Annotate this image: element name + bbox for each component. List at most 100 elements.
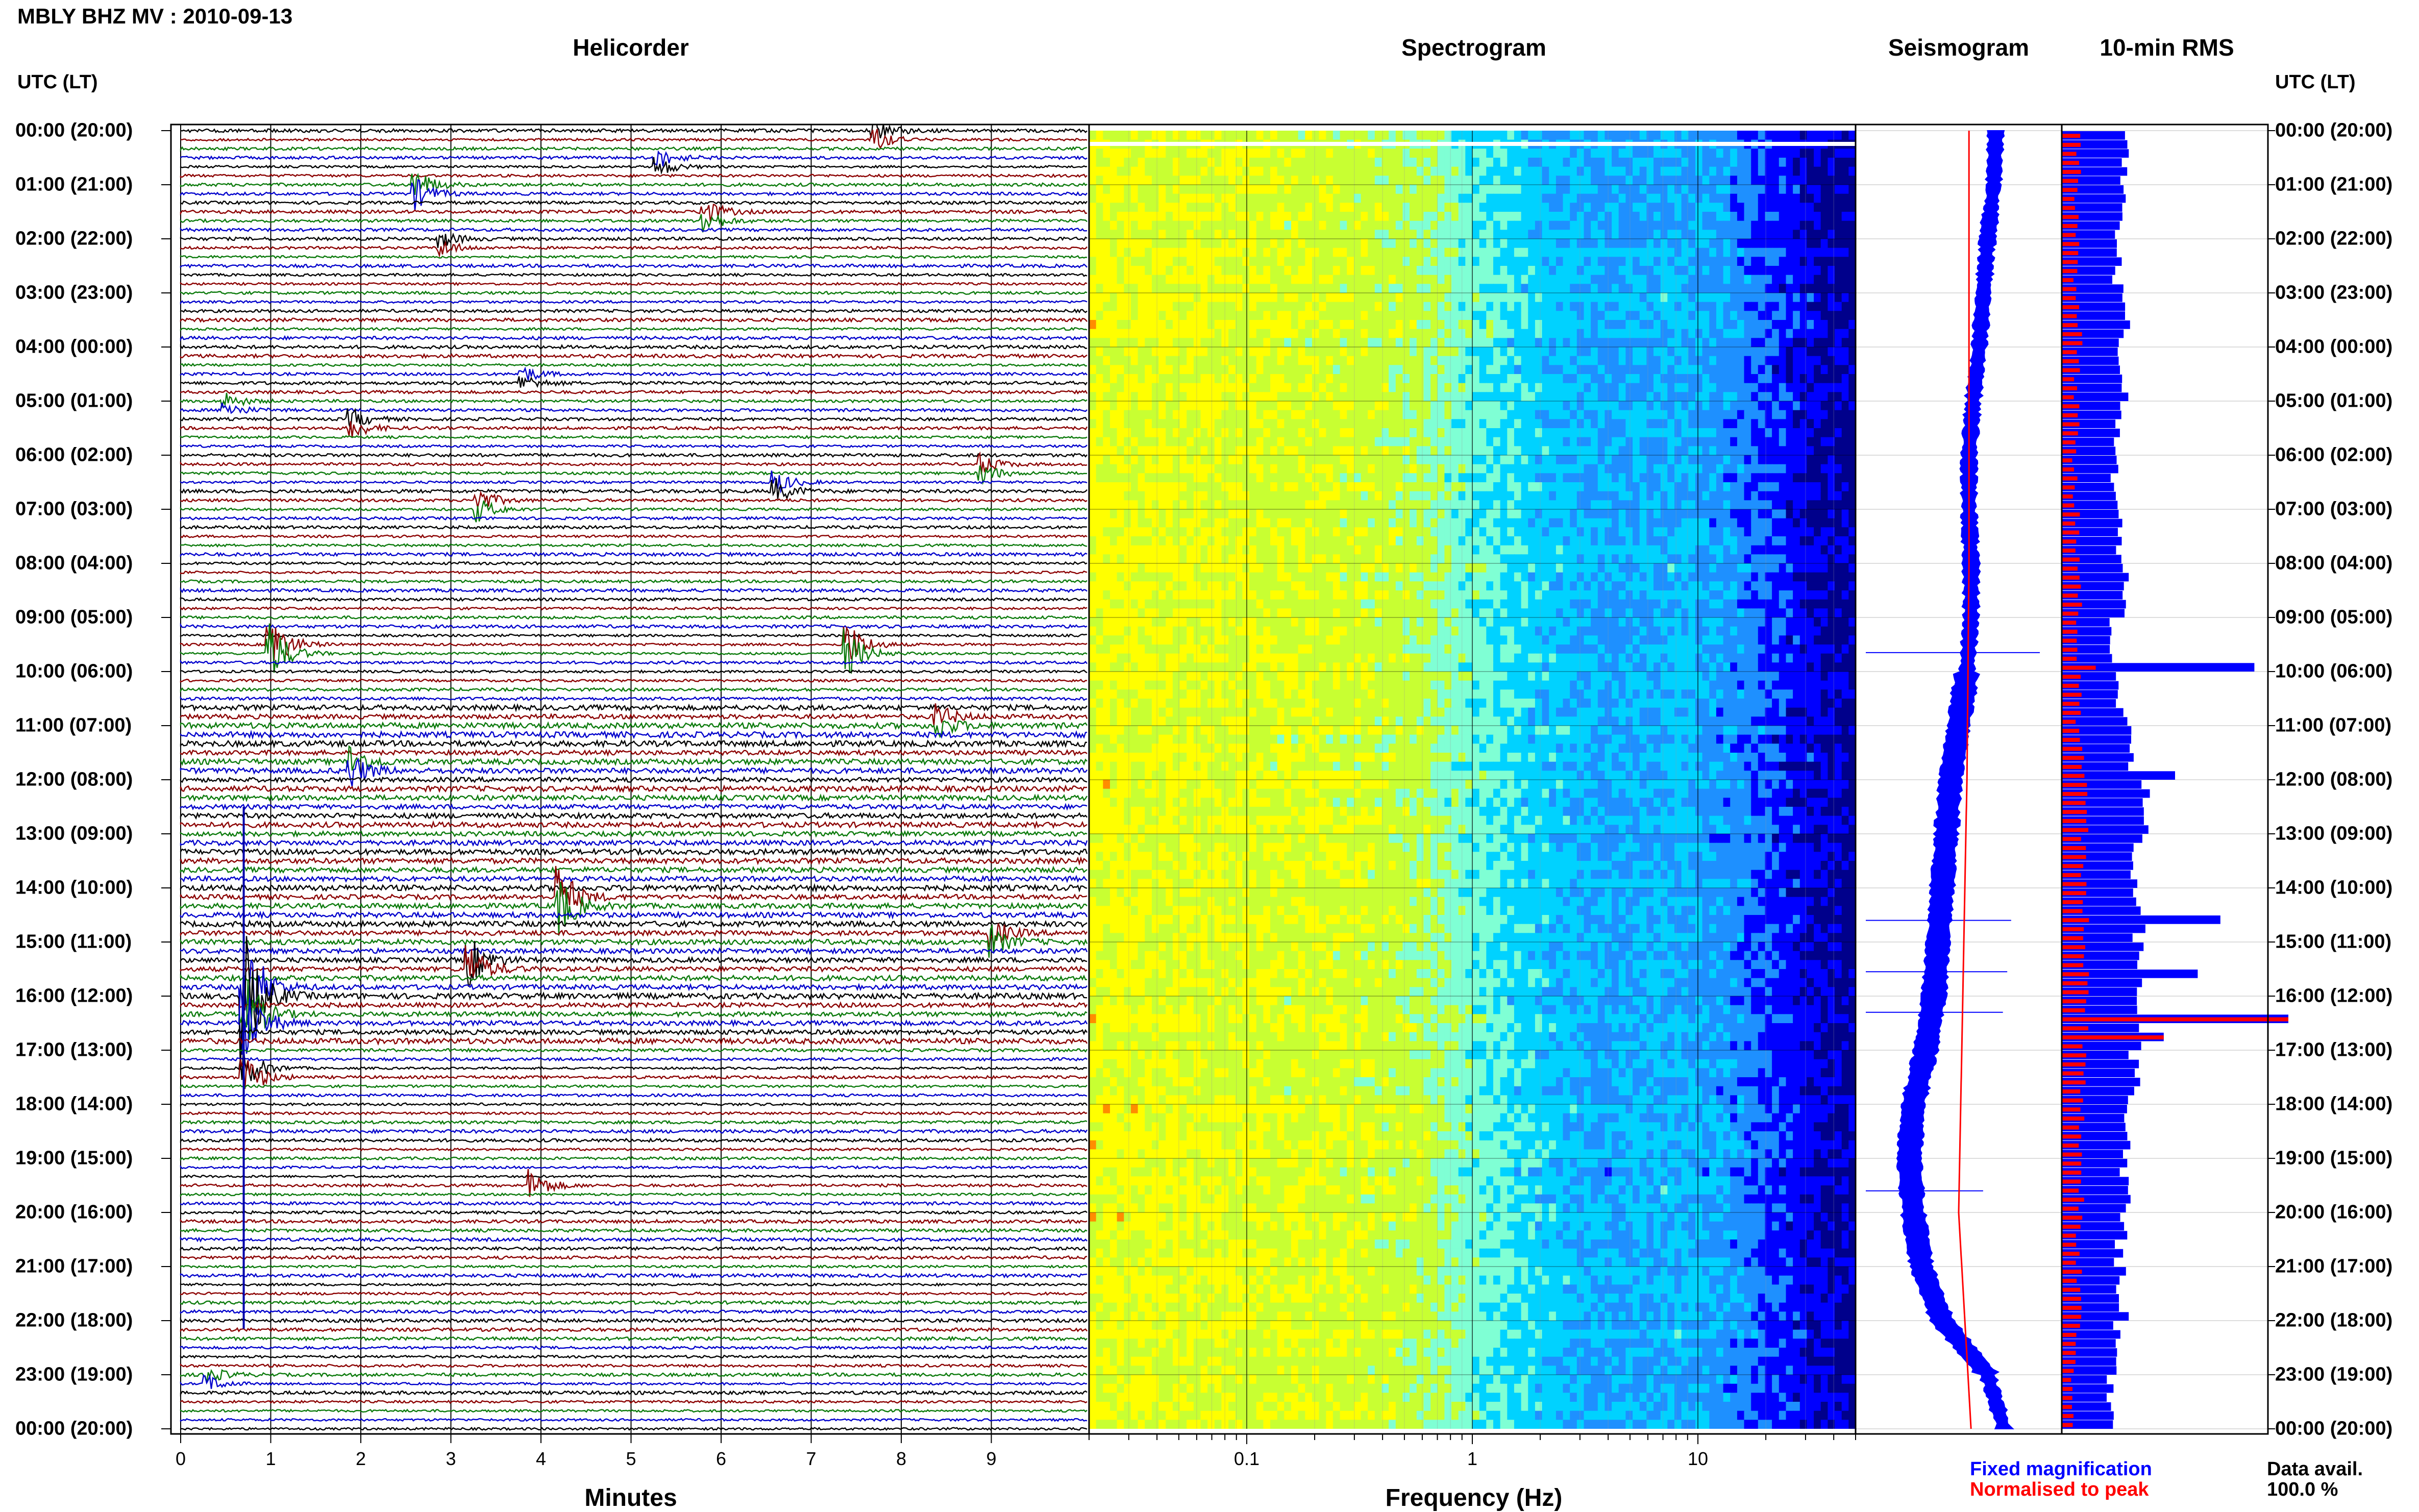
spectrogram-cell (1110, 383, 1118, 392)
spectrogram-cell (1207, 437, 1215, 447)
spectrogram-cell (1130, 482, 1139, 492)
spectrogram-cell (1605, 401, 1613, 411)
spectrogram-cell (1110, 356, 1118, 365)
helicorder-trace (180, 910, 1088, 920)
spectrogram-cell (1298, 302, 1306, 311)
spectrogram-cell (1542, 266, 1550, 276)
spectrogram-cell (1103, 302, 1110, 311)
spectrogram-cell (1591, 275, 1598, 284)
spectrogram-cell (1458, 176, 1466, 185)
spectrogram-cell (1145, 158, 1152, 167)
spectrogram-cell (1193, 437, 1201, 447)
spectrogram-cell (1089, 518, 1097, 528)
spectrogram-cell (1820, 257, 1829, 266)
right-hour-label: 13:00 (09:00) (2275, 823, 2393, 845)
spectrogram-cell (1688, 257, 1696, 266)
spectrogram-cell (1597, 491, 1606, 501)
spectrogram-cell (1235, 302, 1243, 311)
spectrogram-cell (1249, 320, 1257, 330)
spectrogram-cell (1723, 284, 1731, 293)
spectrogram-cell (1187, 302, 1194, 311)
helicorder-trace (180, 919, 1088, 929)
spectrogram-cell (1326, 284, 1334, 293)
spectrogram-cell (1319, 518, 1327, 528)
spectrogram-cell (1270, 302, 1278, 311)
spectrogram-cell (1221, 464, 1229, 474)
spectrogram-cell (1472, 131, 1480, 140)
spectrogram-cell (1291, 509, 1299, 519)
spectrogram-cell (1179, 374, 1188, 384)
spectrogram-cell (1138, 302, 1146, 311)
spectrogram-cell (1653, 158, 1661, 167)
spectrogram-cell (1444, 482, 1452, 492)
spectrogram-cell (1493, 428, 1501, 438)
spectrogram-cell (1416, 275, 1424, 284)
spectrogram-cell (1549, 437, 1557, 447)
spectrogram-cell (1570, 166, 1577, 176)
spectrogram-cell (1521, 347, 1529, 357)
spectrogram-cell (1193, 374, 1201, 384)
spectrogram-cell (1793, 293, 1800, 303)
spectrogram-cell (1256, 482, 1264, 492)
spectrogram-cell (1563, 203, 1571, 212)
spectrogram-cell (1214, 437, 1222, 447)
spectrogram-cell (1486, 148, 1494, 158)
spectrogram-cell (1744, 239, 1752, 249)
spectrogram-cell (1145, 392, 1152, 402)
spectrogram-cell (1416, 500, 1424, 510)
spectrogram-cell (1521, 311, 1529, 320)
spectrogram-cell (1500, 446, 1508, 456)
spectrogram-cell (1291, 347, 1299, 357)
spectrogram-cell (1368, 473, 1375, 483)
spectrogram-cell (1591, 320, 1598, 330)
spectrogram-cell (1249, 437, 1257, 447)
spectrogram-cell (1486, 338, 1494, 348)
spectrogram-cell (1514, 473, 1522, 483)
spectrogram-cell (1591, 293, 1598, 303)
spectrogram-cell (1556, 230, 1564, 239)
spectrogram-cell (1347, 509, 1354, 519)
spectrogram-cell (1179, 293, 1188, 303)
spectrogram-cell (1381, 266, 1390, 276)
spectrogram-cell (1793, 329, 1800, 338)
spectrogram-cell (1465, 482, 1473, 492)
spectrogram-cell (1507, 473, 1515, 483)
helicorder-trace (180, 973, 1088, 982)
spectrogram-cell (1145, 365, 1152, 375)
spectrogram-cell (1305, 383, 1313, 392)
spectrogram-cell (1528, 302, 1536, 311)
spectrogram-cell (1695, 437, 1703, 447)
spectrogram-cell (1744, 203, 1752, 212)
spectrogram-cell (1835, 365, 1842, 375)
spectrogram-cell (1612, 356, 1619, 365)
spectrogram-cell (1193, 257, 1201, 266)
spectrogram-cell (1597, 509, 1606, 519)
spectrogram-cell (1814, 446, 1821, 456)
spectrogram-cell (1737, 166, 1745, 176)
spectrogram-cell (1151, 284, 1159, 293)
spectrogram-cell (1772, 257, 1780, 266)
spectrogram-cell (1667, 392, 1675, 402)
spectrogram-cell (1347, 473, 1354, 483)
spectrogram-cell (1584, 148, 1592, 158)
spectrogram-cell (1130, 518, 1139, 528)
spectrogram-cell (1096, 374, 1104, 384)
spectrogram-cell (1298, 392, 1306, 402)
right-hour-label: 17:00 (13:00) (2275, 1039, 2393, 1061)
spectrogram-cell (1389, 193, 1396, 203)
spectrogram-cell (1493, 482, 1501, 492)
spectrogram-cell (1786, 383, 1794, 392)
spectrogram-cell (1799, 419, 1808, 429)
spectrogram-cell (1353, 428, 1362, 438)
spectrogram-cell (1242, 230, 1250, 239)
spectrogram-cell (1096, 293, 1104, 303)
spectrogram-cell (1549, 509, 1557, 519)
spectrogram-cell (1653, 410, 1661, 419)
spectrogram-cell (1158, 185, 1167, 194)
helicorder-trace (180, 659, 1088, 665)
spectrogram-cell (1158, 491, 1167, 501)
spectrogram-cell (1361, 338, 1369, 348)
spectrogram-cell (1291, 365, 1299, 375)
spectrogram-cell (1591, 284, 1598, 293)
spectrogram-cell (1576, 158, 1585, 167)
